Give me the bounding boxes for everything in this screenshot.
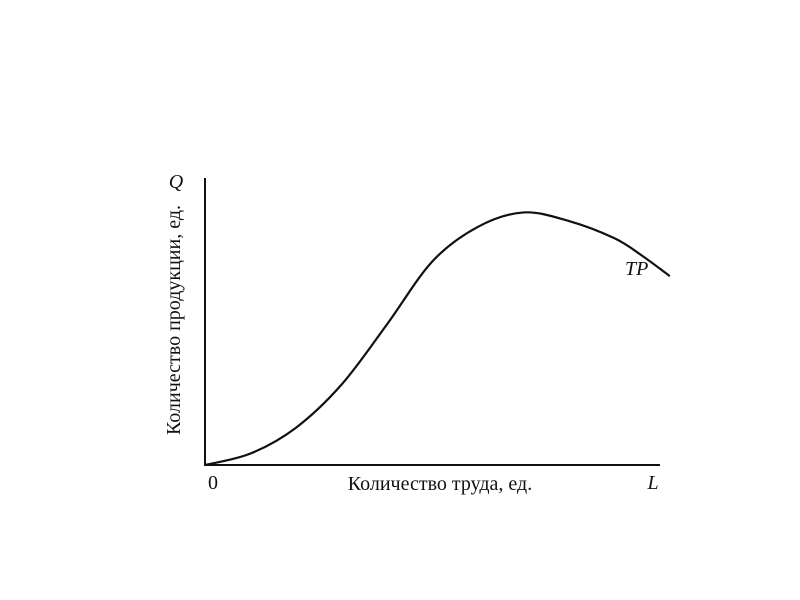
y-axis-title: Количество продукции, ед. — [163, 205, 185, 435]
series-label-tp: TP — [625, 258, 648, 280]
y-axis-symbol: Q — [169, 171, 184, 193]
origin-label: 0 — [208, 472, 218, 494]
series-line-tp — [203, 211, 671, 467]
x-axis-symbol: L — [646, 472, 658, 494]
x-axis-title: Количество труда, ед. — [348, 473, 532, 495]
